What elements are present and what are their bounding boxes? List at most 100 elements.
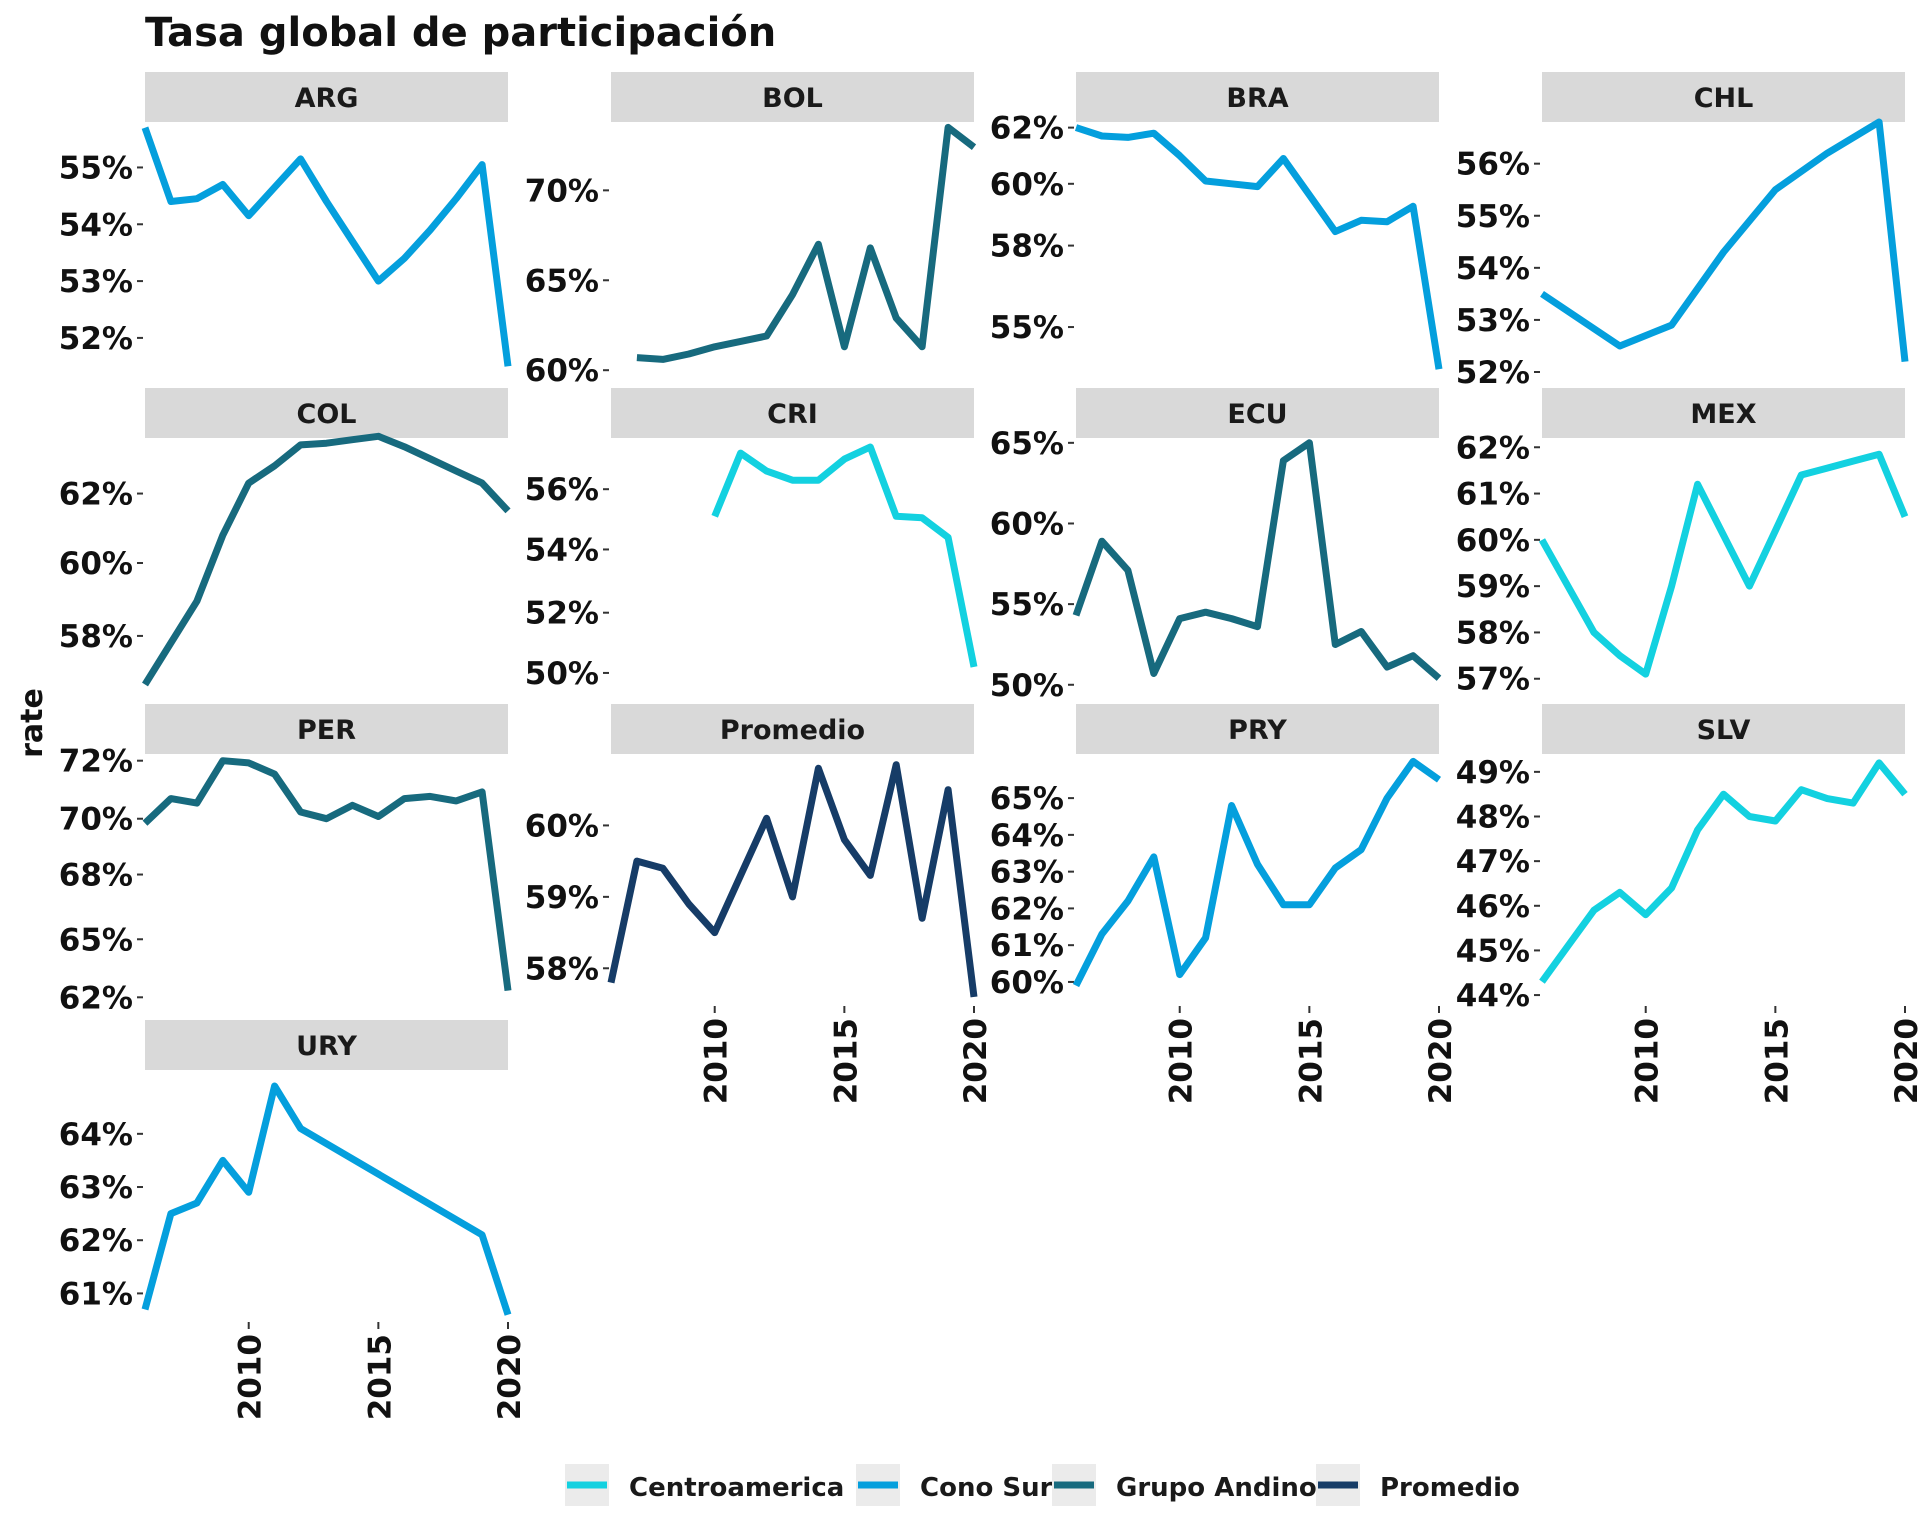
facet-strip — [1076, 72, 1439, 122]
facet-strip — [1076, 388, 1439, 438]
facet-strip — [611, 388, 974, 438]
x-tick-label: 2020 — [1423, 1018, 1459, 1104]
facet-ecu: ECU 50% 55% 60% 65% — [990, 388, 1442, 704]
x-tick-label: 2015 — [828, 1018, 864, 1104]
facet-bra: BRA 55% 58% 60% 62% — [990, 72, 1443, 370]
y-tick-label: 60% — [990, 506, 1064, 542]
x-tick-label: 2020 — [492, 1334, 528, 1420]
y-tick-label: 63% — [59, 1170, 133, 1206]
x-tick-label: 2015 — [1759, 1018, 1795, 1104]
x-tick-label: 2010 — [1164, 1018, 1200, 1104]
chart-title: Tasa global de participación — [145, 10, 776, 56]
y-tick-label: 70% — [59, 802, 133, 838]
y-tick-label: 68% — [59, 858, 133, 894]
y-tick-label: 65% — [525, 263, 599, 299]
facet-strip-label: ECU — [1227, 399, 1287, 430]
y-tick-label: 62% — [990, 111, 1064, 147]
facet-strip — [145, 72, 508, 122]
y-tick-label: 59% — [1456, 569, 1530, 605]
facet-strip-label: BOL — [762, 83, 823, 114]
series-line-slv — [1539, 759, 1908, 984]
legend-item: Centroamerica — [565, 1464, 844, 1506]
series-line-per — [142, 757, 512, 992]
y-tick-label: 55% — [1456, 199, 1530, 235]
y-tick-label: 65% — [59, 922, 133, 958]
y-tick-label: 63% — [990, 855, 1064, 891]
y-tick-label: 52% — [1456, 355, 1530, 391]
series-line-col — [142, 432, 511, 687]
y-tick-label: 58% — [59, 619, 133, 655]
y-tick-label: 64% — [990, 818, 1064, 854]
y-tick-label: 54% — [1456, 251, 1530, 287]
facet-bol: BOL 60% 65% 70% — [525, 72, 977, 389]
facet-strip-label: PER — [297, 715, 356, 746]
facet-col: COL 58% 60% 62% — [59, 388, 511, 687]
facet-strip — [145, 704, 508, 754]
x-tick-label: 2020 — [958, 1018, 994, 1104]
y-tick-label: 62% — [59, 1223, 133, 1259]
y-tick-label: 56% — [1456, 147, 1530, 183]
series-line-pry — [1072, 757, 1442, 988]
x-tick-label: 2015 — [1293, 1018, 1329, 1104]
y-tick-label: 60% — [525, 808, 599, 844]
facet-mex: MEX 57% 58% 59% 60% 61% 62% — [1456, 388, 1909, 698]
y-tick-label: 55% — [59, 150, 133, 186]
facet-strip-label: ARG — [295, 83, 359, 114]
facet-strip-label: CHL — [1694, 83, 1754, 114]
y-tick-label: 64% — [59, 1117, 133, 1153]
facet-strip — [145, 388, 508, 438]
y-tick-label: 61% — [59, 1276, 133, 1312]
facet-ury: URY 61% 62% 63% 64% 2010 2015 2020 — [59, 1020, 528, 1420]
x-tick-label: 2010 — [699, 1018, 735, 1104]
facet-promedio: Promedio 58% 59% 60% 2010 2015 2020 — [525, 704, 994, 1104]
y-tick-label: 48% — [1456, 800, 1530, 836]
y-tick-label: 60% — [1456, 523, 1530, 559]
y-tick-label: 54% — [59, 207, 133, 243]
series-line-bra — [1074, 124, 1443, 370]
y-tick-label: 60% — [990, 965, 1064, 1001]
facet-cri: CRI 50% 52% 54% 56% — [525, 388, 978, 692]
y-tick-label: 65% — [990, 426, 1064, 462]
legend-label: Centroamerica — [629, 1473, 844, 1503]
x-tick-label: 2020 — [1889, 1018, 1920, 1104]
series-line-ury — [141, 1082, 512, 1316]
facet-strip — [1542, 388, 1905, 438]
y-tick-label: 52% — [525, 596, 599, 632]
y-tick-label: 55% — [990, 310, 1064, 346]
facet-strip-label: SLV — [1697, 715, 1751, 746]
series-line-chl — [1540, 118, 1909, 362]
series-line-promedio — [607, 761, 978, 998]
y-tick-label: 44% — [1456, 978, 1530, 1014]
facet-strip-label: PRY — [1228, 715, 1287, 746]
facet-strip — [611, 704, 974, 754]
y-tick-label: 55% — [990, 587, 1064, 623]
facet-strip — [145, 1020, 508, 1070]
facet-panels: ARG52%53%54%55%BOL60%65%70%BRA55%58%60%6… — [59, 72, 1920, 1420]
legend-item: Promedio — [1316, 1464, 1520, 1506]
y-tick-label: 65% — [990, 781, 1064, 817]
series-line-bol — [636, 123, 977, 363]
facet-strip — [1542, 704, 1905, 754]
y-tick-label: 50% — [525, 656, 599, 692]
x-tick-label: 2015 — [362, 1334, 398, 1420]
y-tick-label: 62% — [59, 477, 133, 513]
series-line-mex — [1538, 450, 1909, 678]
y-tick-label: 72% — [59, 744, 133, 780]
y-tick-label: 58% — [990, 229, 1064, 265]
y-tick-label: 62% — [1456, 430, 1530, 466]
y-tick-label: 61% — [990, 928, 1064, 964]
y-tick-label: 59% — [525, 880, 599, 916]
facet-strip-label: MEX — [1690, 399, 1756, 430]
facet-strip — [1076, 704, 1439, 754]
y-tick-label: 53% — [1456, 303, 1530, 339]
y-tick-label: 50% — [990, 668, 1064, 704]
y-tick-label: 46% — [1456, 889, 1530, 925]
legend-item: Cono Sur — [856, 1464, 1053, 1506]
series-line-ecu — [1072, 439, 1442, 681]
y-tick-label: 60% — [990, 167, 1064, 203]
y-tick-label: 60% — [525, 353, 599, 389]
y-tick-label: 62% — [59, 980, 133, 1016]
facet-strip — [611, 72, 974, 122]
y-tick-label: 53% — [59, 264, 133, 300]
